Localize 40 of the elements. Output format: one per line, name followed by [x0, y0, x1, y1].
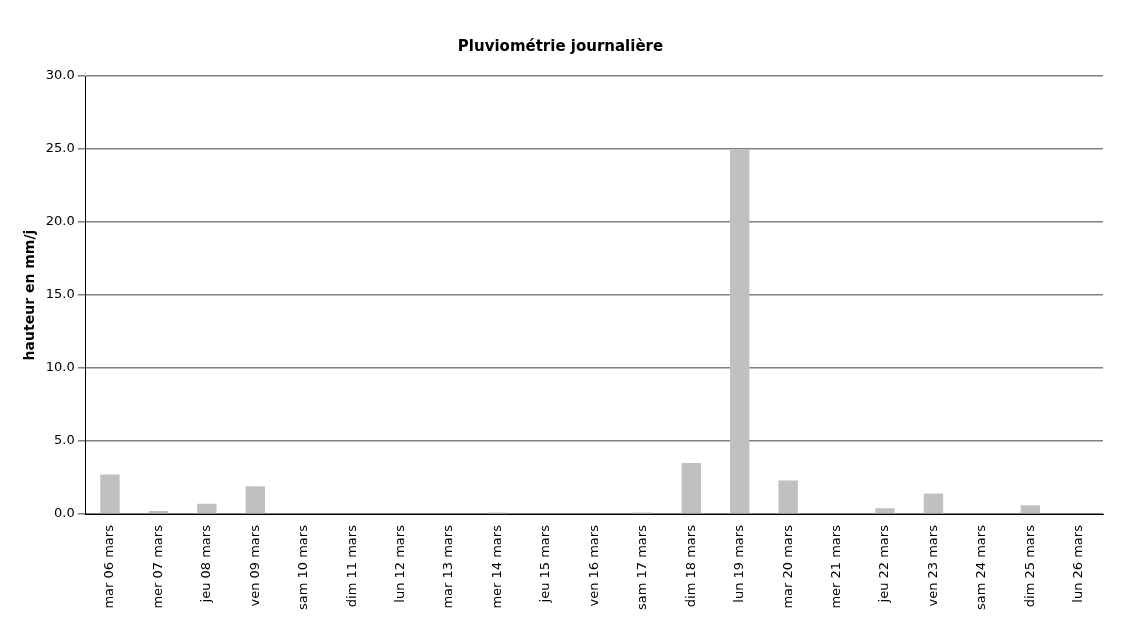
x-tick-label: dim 25 mars	[1021, 524, 1037, 608]
bar	[923, 493, 944, 514]
x-tick-label: lun 19 mars	[731, 524, 747, 603]
x-tick-label: ven 23 mars	[924, 524, 940, 607]
bar	[100, 474, 120, 514]
bar	[681, 462, 701, 514]
x-tick-label: sam 17 mars	[634, 524, 650, 611]
x-tick-label: mer 07 mars	[149, 524, 165, 609]
bar	[730, 149, 750, 514]
bar	[778, 480, 798, 514]
bar	[245, 486, 265, 514]
x-tick-label: mer 21 mars	[827, 524, 843, 609]
x-tick-label: lun 12 mars	[391, 524, 407, 603]
x-tick-label: mar 20 mars	[779, 524, 795, 609]
y-tick-label: 10.0	[45, 359, 75, 375]
x-tick-label: jeu 08 mars	[198, 524, 214, 604]
y-tick-label: 30.0	[45, 67, 75, 83]
x-tick-label: jeu 22 mars	[876, 524, 892, 604]
x-tick-label: dim 11 mars	[343, 524, 359, 608]
y-axis-title: hauteur en mm/j	[21, 229, 38, 361]
bar	[148, 511, 169, 514]
y-tick-label: 5.0	[54, 432, 75, 448]
bar	[197, 503, 217, 514]
y-tick-label: 15.0	[45, 286, 75, 302]
x-tick-label: lun 26 mars	[1070, 524, 1086, 603]
x-tick-label: dim 18 mars	[682, 524, 698, 608]
x-tick-label: mer 14 mars	[488, 524, 504, 609]
x-tick-label: mar 13 mars	[440, 524, 456, 609]
y-tick-label: 0.0	[54, 505, 75, 521]
x-tick-label: ven 09 mars	[246, 524, 262, 607]
y-tick-label: 20.0	[45, 213, 75, 229]
y-tick-label: 25.0	[45, 140, 75, 156]
x-tick-label: ven 16 mars	[585, 524, 601, 607]
x-tick-label: sam 24 mars	[973, 524, 989, 611]
x-tick-label: jeu 15 mars	[537, 524, 553, 604]
bar	[875, 508, 895, 514]
x-tick-label: mar 06 mars	[101, 524, 117, 609]
chart-title: Pluviométrie journalière	[457, 36, 664, 55]
bar	[1020, 505, 1041, 514]
x-tick-label: sam 10 mars	[295, 524, 311, 611]
